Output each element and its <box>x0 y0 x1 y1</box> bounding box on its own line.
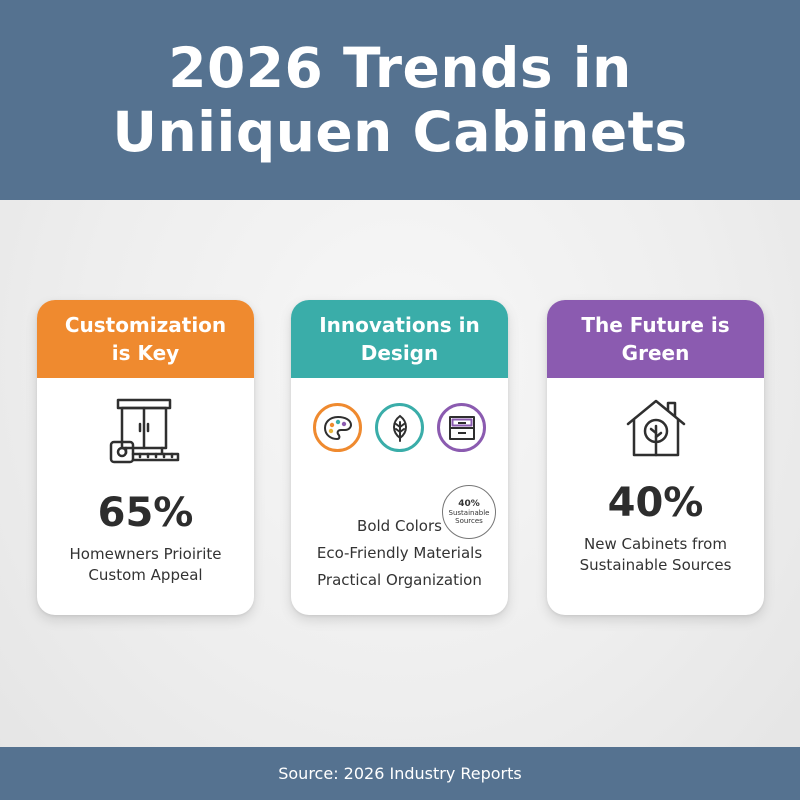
sustainable-sources-badge: 40% Sustainable Sources <box>442 485 496 539</box>
description-line-1: Homewners Prioirite <box>69 545 222 563</box>
description-line-2: Custom Appeal <box>88 566 203 584</box>
palette-icon <box>313 403 362 452</box>
card-future-green-header: The Future is Green <box>547 300 764 378</box>
card-title-line-2: Green <box>621 341 690 365</box>
badge-percent: 40% <box>458 499 480 509</box>
card-innovations: Innovations in Design <box>291 300 508 615</box>
feature-icons <box>291 403 508 452</box>
feature-list: Bold Colors Eco-Friendly Materials Pract… <box>291 513 508 594</box>
page-title-line-1: 2026 Trends in <box>168 36 632 100</box>
card-future-green: The Future is Green 40% New Cabinets fro… <box>547 300 764 615</box>
card-innovations-header: Innovations in Design <box>291 300 508 378</box>
house-with-tree-icon <box>547 398 764 458</box>
cabinet-with-tape-measure-icon <box>37 398 254 468</box>
card-title-line-1: Customization <box>64 313 227 337</box>
card-title-line-2: is Key <box>111 341 180 365</box>
card-title-line-1: The Future is <box>581 313 730 337</box>
card-customization-header: Customization is Key <box>37 300 254 378</box>
card-title-line-1: Innovations in <box>319 313 480 337</box>
list-item: Bold Colors <box>357 517 442 535</box>
page-title-line-2: Uniiquen Cabinets <box>112 100 688 164</box>
leaf-icon <box>375 403 424 452</box>
customization-stat: 65% <box>97 490 194 536</box>
list-item: Eco-Friendly Materials <box>316 544 483 562</box>
description-line-2: Sustainable Sources <box>579 556 732 574</box>
badge-text-line-2: Sources <box>455 517 483 525</box>
header-banner: 2026 Trends in Uniiquen Cabinets <box>0 0 800 200</box>
card-title-line-2: Design <box>360 341 439 365</box>
future-green-description: New Cabinets from Sustainable Sources <box>547 534 764 576</box>
badge-text-line-1: Sustainable <box>448 509 490 517</box>
drawer-icon <box>437 403 486 452</box>
source-footer: Source: 2026 Industry Reports <box>0 747 800 800</box>
list-item: Practical Organization <box>317 571 482 589</box>
description-line-1: New Cabinets from <box>584 535 727 553</box>
card-customization: Customization is Key 65% Homewners Prioi… <box>37 300 254 615</box>
customization-description: Homewners Prioirite Custom Appeal <box>37 544 254 586</box>
future-green-stat: 40% <box>607 480 704 526</box>
source-text: Source: 2026 Industry Reports <box>278 764 522 783</box>
